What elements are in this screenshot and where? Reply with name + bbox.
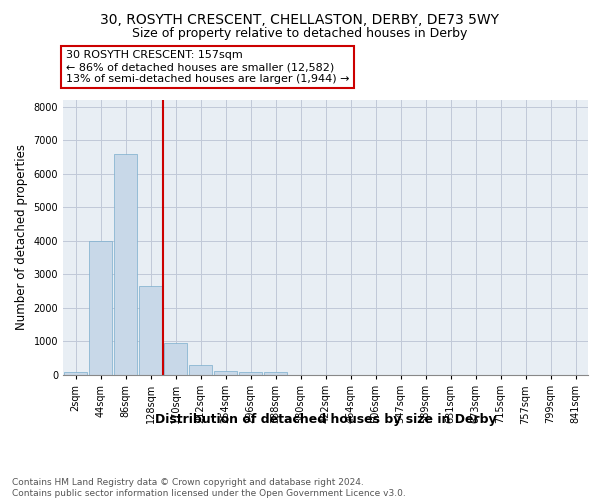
Text: 30, ROSYTH CRESCENT, CHELLASTON, DERBY, DE73 5WY: 30, ROSYTH CRESCENT, CHELLASTON, DERBY, … (101, 12, 499, 26)
Bar (189, 365, 212, 375)
Bar (264, 372, 287, 375)
Bar (164, 343, 187, 375)
Bar (139, 286, 162, 375)
Bar (114, 154, 137, 375)
Bar (64, 372, 87, 375)
Text: Distribution of detached houses by size in Derby: Distribution of detached houses by size … (155, 412, 497, 426)
Text: Size of property relative to detached houses in Derby: Size of property relative to detached ho… (133, 28, 467, 40)
Bar (214, 370, 237, 375)
Text: Contains HM Land Registry data © Crown copyright and database right 2024.
Contai: Contains HM Land Registry data © Crown c… (12, 478, 406, 498)
Bar (239, 372, 262, 375)
Y-axis label: Number of detached properties: Number of detached properties (15, 144, 28, 330)
Text: 30 ROSYTH CRESCENT: 157sqm
← 86% of detached houses are smaller (12,582)
13% of : 30 ROSYTH CRESCENT: 157sqm ← 86% of deta… (65, 50, 349, 84)
Bar (89, 241, 112, 375)
